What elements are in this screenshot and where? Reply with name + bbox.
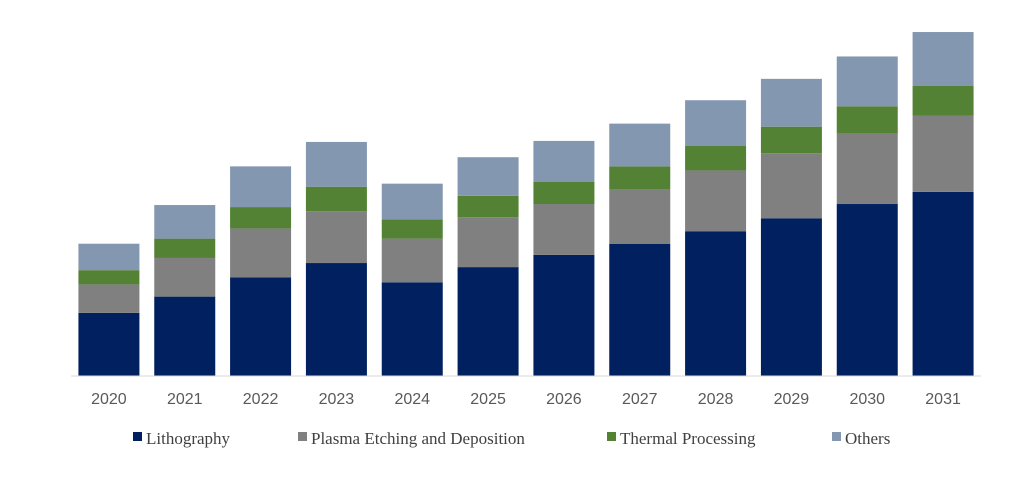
bar-segment-2021-series-3 bbox=[154, 205, 215, 239]
bar-segment-2027-series-0 bbox=[609, 244, 670, 376]
legend-swatch-series-1 bbox=[298, 432, 307, 441]
x-tick-labels: 2020 2021 2022 2023 2024 2025 2026 2027 2028 2029… bbox=[91, 391, 961, 408]
x-tick-label-2029: 2029 bbox=[774, 391, 810, 408]
bar-segment-2023-series-3 bbox=[306, 142, 367, 187]
x-tick-label-2024: 2024 bbox=[394, 391, 430, 408]
bar-segment-2027-series-3 bbox=[609, 124, 670, 167]
legend-label-series-1: Plasma Etching and Deposition bbox=[311, 429, 525, 448]
bar-segment-2027-series-2 bbox=[609, 166, 670, 189]
legend-swatch-series-3 bbox=[832, 432, 841, 441]
x-tick-label-2023: 2023 bbox=[319, 391, 355, 408]
bar-segment-2030-series-1 bbox=[837, 134, 898, 204]
bar-segment-2024-series-1 bbox=[382, 239, 443, 283]
bar-segment-2024-series-0 bbox=[382, 282, 443, 376]
stacked-bar-chart: 2020 2021 2022 2023 2024 2025 2026 2027 2028 2029… bbox=[0, 0, 1015, 479]
bar-segment-2027-series-1 bbox=[609, 190, 670, 244]
legend-label-series-2: Thermal Processing bbox=[620, 429, 756, 448]
bar-segment-2030-series-2 bbox=[837, 106, 898, 133]
bar-segment-2021-series-0 bbox=[154, 297, 215, 376]
x-tick-label-2027: 2027 bbox=[622, 391, 658, 408]
x-tick-label-2031: 2031 bbox=[925, 391, 961, 408]
bar-segment-2028-series-1 bbox=[685, 170, 746, 231]
bar-segment-2030-series-3 bbox=[837, 56, 898, 106]
x-tick-label-2021: 2021 bbox=[167, 391, 203, 408]
bar-segment-2025-series-1 bbox=[458, 217, 519, 267]
legend-swatch-series-0 bbox=[133, 432, 142, 441]
bar-segment-2029-series-1 bbox=[761, 153, 822, 218]
x-tick-label-2022: 2022 bbox=[243, 391, 279, 408]
bar-segment-2022-series-0 bbox=[230, 277, 291, 376]
bar-segment-2025-series-0 bbox=[458, 267, 519, 376]
bar-segment-2024-series-2 bbox=[382, 219, 443, 238]
bar-segment-2021-series-2 bbox=[154, 239, 215, 258]
bar-segment-2025-series-2 bbox=[458, 196, 519, 217]
legend-label-series-0: Lithography bbox=[146, 429, 231, 448]
bar-segment-2020-series-2 bbox=[78, 270, 139, 284]
bar-segment-2031-series-1 bbox=[913, 115, 974, 191]
bar-segment-2020-series-3 bbox=[78, 244, 139, 270]
x-tick-label-2028: 2028 bbox=[698, 391, 734, 408]
legend-swatch-series-2 bbox=[607, 432, 616, 441]
bar-segment-2022-series-3 bbox=[230, 166, 291, 207]
bar-segment-2026-series-3 bbox=[533, 141, 594, 182]
bar-segment-2028-series-3 bbox=[685, 100, 746, 146]
bar-segment-2030-series-0 bbox=[837, 204, 898, 376]
bar-segment-2026-series-1 bbox=[533, 204, 594, 255]
bar-segment-2028-series-0 bbox=[685, 231, 746, 376]
bar-segment-2031-series-2 bbox=[913, 86, 974, 116]
bars-group bbox=[78, 32, 973, 376]
bar-segment-2029-series-3 bbox=[761, 79, 822, 127]
bar-segment-2029-series-0 bbox=[761, 218, 822, 376]
x-tick-label-2030: 2030 bbox=[849, 391, 885, 408]
bar-segment-2022-series-2 bbox=[230, 207, 291, 228]
bar-segment-2026-series-2 bbox=[533, 182, 594, 204]
bar-segment-2023-series-0 bbox=[306, 263, 367, 376]
bar-segment-2025-series-3 bbox=[458, 157, 519, 196]
bar-segment-2028-series-2 bbox=[685, 146, 746, 170]
bar-segment-2026-series-0 bbox=[533, 255, 594, 376]
x-tick-label-2020: 2020 bbox=[91, 391, 127, 408]
bar-segment-2023-series-1 bbox=[306, 211, 367, 263]
bar-segment-2020-series-0 bbox=[78, 313, 139, 376]
bar-segment-2031-series-3 bbox=[913, 32, 974, 86]
bar-segment-2021-series-1 bbox=[154, 258, 215, 297]
bar-segment-2020-series-1 bbox=[78, 284, 139, 312]
bar-segment-2023-series-2 bbox=[306, 187, 367, 211]
bar-segment-2022-series-1 bbox=[230, 228, 291, 277]
legend: Lithography Plasma Etching and Deposition… bbox=[133, 429, 890, 448]
x-tick-label-2026: 2026 bbox=[546, 391, 582, 408]
legend-label-series-3: Others bbox=[845, 429, 890, 448]
bar-segment-2031-series-0 bbox=[913, 192, 974, 376]
bar-segment-2024-series-3 bbox=[382, 184, 443, 220]
x-tick-label-2025: 2025 bbox=[470, 391, 506, 408]
bar-segment-2029-series-2 bbox=[761, 127, 822, 153]
